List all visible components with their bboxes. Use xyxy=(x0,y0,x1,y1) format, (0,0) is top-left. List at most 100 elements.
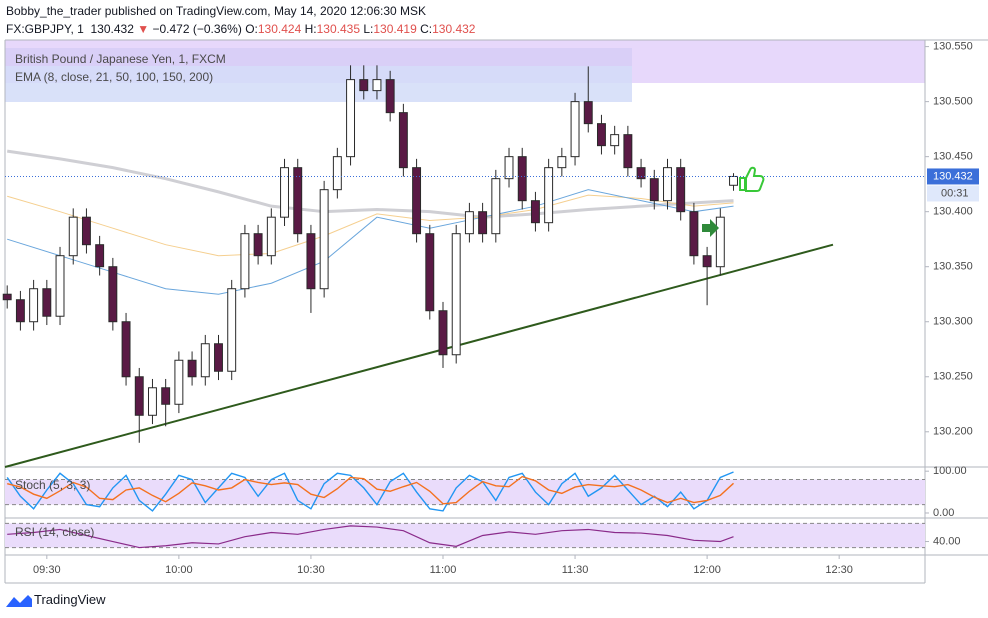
high-label: H: xyxy=(304,22,317,36)
candle-body xyxy=(108,266,118,323)
candle-body xyxy=(610,134,620,147)
y-tick-label: 130.450 xyxy=(933,151,973,163)
ema-label: EMA (8, close, 21, 50, 100, 150, 200) xyxy=(15,70,213,84)
candle-body xyxy=(240,233,250,290)
arrow-icon xyxy=(702,219,719,237)
last-price-box xyxy=(927,168,979,185)
legend-box xyxy=(5,48,632,66)
candle-body xyxy=(15,299,25,323)
candle-body xyxy=(530,200,540,224)
candle-body xyxy=(425,233,435,312)
candle-body xyxy=(81,216,91,246)
logo-shape xyxy=(6,595,32,607)
stoch-line xyxy=(7,475,734,505)
candle-body xyxy=(544,167,554,224)
candle-body xyxy=(385,79,395,114)
candle-body xyxy=(68,216,78,257)
price: 130.432 xyxy=(90,22,134,36)
candle-body xyxy=(623,134,633,169)
candle-body xyxy=(174,359,184,405)
y-tick-label: 130.250 xyxy=(933,371,973,383)
candle-body xyxy=(346,79,356,158)
candle-body xyxy=(583,101,593,125)
y-tick-label: 40.00 xyxy=(933,535,961,547)
candle-body xyxy=(663,167,672,202)
open: 130.424 xyxy=(257,22,302,36)
ema-line xyxy=(6,149,734,219)
candle-body xyxy=(2,293,12,301)
band-fill xyxy=(5,523,925,548)
candle-body xyxy=(319,189,329,290)
candle-body xyxy=(372,79,382,92)
candle-body xyxy=(161,387,171,405)
candle-body xyxy=(464,211,474,235)
candle-body xyxy=(451,233,461,356)
candle-body xyxy=(280,167,289,218)
thumbs-up-icon xyxy=(739,166,765,192)
symbol: FX:GBPJPY, 1 xyxy=(6,22,84,36)
candle-body xyxy=(491,178,501,235)
x-tick-label: 10:00 xyxy=(165,564,193,576)
ema-line xyxy=(7,189,734,295)
y-tick-label: 130.350 xyxy=(933,261,973,273)
trend-line xyxy=(4,243,834,468)
y-tick-label: 130.400 xyxy=(933,206,973,218)
close-label: C: xyxy=(420,22,433,36)
y-tick-label: 0.00 xyxy=(933,507,954,519)
candle-body xyxy=(438,310,448,356)
high: 130.435 xyxy=(316,22,360,36)
candle-body xyxy=(253,233,263,257)
symbol-title: British Pound / Japanese Yen, 1, FXCM xyxy=(15,52,226,66)
candle-body xyxy=(596,123,606,147)
candle-body xyxy=(649,178,659,202)
x-tick-label: 11:30 xyxy=(562,564,589,576)
logo xyxy=(6,595,32,607)
low-label: L: xyxy=(363,22,374,36)
candle-body xyxy=(359,79,369,92)
candle-body xyxy=(227,288,237,372)
publish-info: Bobby_the_trader published on TradingVie… xyxy=(6,4,427,18)
candle-body xyxy=(95,244,105,268)
candle-body xyxy=(293,167,303,235)
candle-body xyxy=(676,167,686,213)
candle-body xyxy=(306,233,316,290)
candle-body xyxy=(148,387,157,416)
candle-body xyxy=(398,112,408,169)
candle-body xyxy=(504,156,514,180)
stoch-label: Stoch (5, 3, 3) xyxy=(15,478,90,492)
x-tick-label: 12:30 xyxy=(825,564,853,576)
y-tick-label: 130.550 xyxy=(933,41,973,53)
candle-body xyxy=(42,288,52,317)
candle-body xyxy=(557,156,567,169)
symbol-bar: FX:GBPJPY, 1 130.432 ▼ −0.472 (−0.36%) O… xyxy=(6,22,475,36)
candle-body xyxy=(478,211,488,235)
ema-line xyxy=(7,194,734,257)
candle-body xyxy=(187,359,197,378)
candle-body xyxy=(570,101,580,158)
candle-body xyxy=(517,156,527,202)
down-arrow: ▼ xyxy=(137,22,150,36)
candle-body xyxy=(715,216,725,268)
low: 130.419 xyxy=(373,22,417,36)
y-tick-label: 130.500 xyxy=(933,96,973,108)
candle-body xyxy=(332,156,342,191)
y-tick-label: 130.300 xyxy=(933,316,973,328)
chart: British Pound / Japanese Yen, 1, FXCM EM… xyxy=(2,39,988,584)
candle-body xyxy=(266,216,276,257)
countdown-box xyxy=(927,185,979,202)
rsi-line xyxy=(7,525,734,549)
countdown: 00:31 xyxy=(941,187,969,199)
candle-body xyxy=(29,288,39,323)
candle-body xyxy=(200,343,210,378)
change: −0.472 (−0.36%) xyxy=(152,22,242,36)
candle-body xyxy=(214,343,223,372)
x-tick-label: 12:00 xyxy=(693,564,721,576)
y-tick-label: 130.200 xyxy=(933,426,973,438)
close: 130.432 xyxy=(432,22,476,36)
legend-box xyxy=(5,66,632,102)
rsi-label: RSI (14, close) xyxy=(15,525,94,539)
candle-body xyxy=(729,175,738,186)
x-tick-label: 11:00 xyxy=(430,564,457,576)
stoch-line xyxy=(6,471,734,512)
